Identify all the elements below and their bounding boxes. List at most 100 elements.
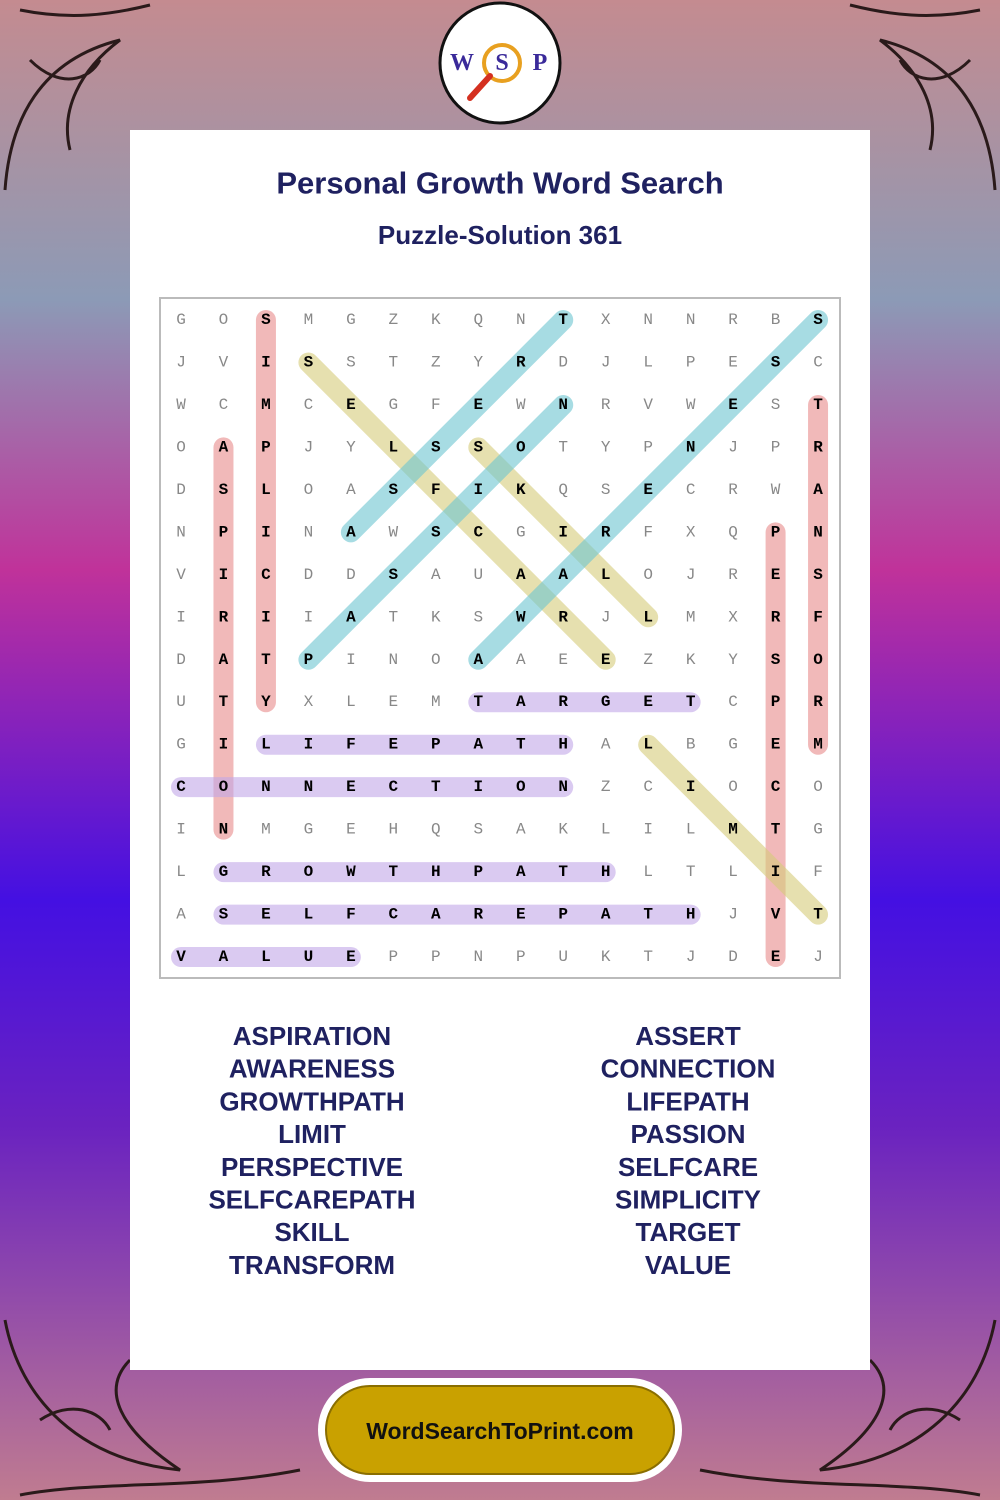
answer-letter: I — [261, 608, 271, 626]
answer-letter: R — [813, 438, 823, 456]
highlight — [298, 394, 574, 670]
answer-letter: S — [771, 353, 781, 371]
letter: Q — [728, 523, 738, 541]
word: TARGET — [636, 1217, 741, 1247]
answer-letter: P — [219, 523, 229, 541]
letter: R — [601, 396, 611, 414]
letter: V — [643, 396, 653, 414]
letter: C — [304, 396, 314, 414]
letter: G — [516, 523, 526, 541]
word: AWARENESS — [229, 1054, 395, 1084]
letter: N — [643, 311, 653, 329]
answer-letter: I — [473, 778, 483, 796]
answer-letter: S — [771, 651, 781, 669]
letter: S — [473, 821, 483, 839]
answer-letter: P — [771, 693, 781, 711]
letter: R — [728, 311, 738, 329]
answer-letter: A — [219, 651, 229, 669]
letter: J — [686, 948, 696, 966]
answer-letter: T — [686, 693, 696, 711]
letter: T — [643, 948, 653, 966]
word: LIMIT — [278, 1119, 346, 1149]
answer-letter: O — [813, 651, 823, 669]
answer-letter: U — [304, 948, 314, 966]
letter: J — [601, 608, 611, 626]
answer-letter: N — [813, 523, 823, 541]
answer-letter: A — [431, 906, 441, 924]
answer-letter: T — [813, 396, 823, 414]
answer-letter: I — [686, 778, 696, 796]
answer-letter: Y — [261, 693, 271, 711]
answer-letter: C — [176, 778, 186, 796]
answer-letter: A — [516, 863, 526, 881]
letter: A — [601, 736, 611, 754]
letter: G — [176, 736, 186, 754]
title: Personal Growth Word Search — [276, 166, 723, 201]
answer-letter: F — [346, 906, 356, 924]
letter: M — [261, 821, 271, 839]
answer-letter: C — [389, 906, 399, 924]
answer-letter: L — [643, 608, 653, 626]
answer-letter: A — [601, 906, 611, 924]
letter: W — [516, 396, 526, 414]
letter: O — [643, 566, 653, 584]
answer-letter: A — [346, 523, 356, 541]
answer-letter: S — [389, 566, 399, 584]
letter: A — [431, 566, 441, 584]
answer-letter: C — [261, 566, 271, 584]
letter: X — [601, 311, 611, 329]
answer-letter: H — [686, 906, 696, 924]
letter: X — [728, 608, 738, 626]
answer-letter: R — [516, 353, 526, 371]
footer-site: WordSearchToPrint.com — [366, 1418, 634, 1444]
letter: B — [771, 311, 781, 329]
letter: D — [304, 566, 314, 584]
answer-letter: N — [304, 778, 314, 796]
answer-letter: C — [771, 778, 781, 796]
answer-letter: T — [431, 778, 441, 796]
letter: J — [728, 438, 738, 456]
answer-letter: S — [813, 311, 823, 329]
answer-letter: T — [813, 906, 823, 924]
answer-letter: S — [431, 438, 441, 456]
letter: N — [686, 311, 696, 329]
logo-letter: P — [533, 50, 548, 76]
answer-letter: W — [516, 608, 526, 626]
letter: K — [686, 651, 696, 669]
letter: D — [176, 481, 186, 499]
letter: P — [389, 948, 399, 966]
answer-letter: P — [304, 651, 314, 669]
letter: O — [431, 651, 441, 669]
letter: C — [686, 481, 696, 499]
answer-letter: T — [558, 863, 568, 881]
letter: X — [304, 693, 314, 711]
answer-letter: O — [304, 863, 314, 881]
answer-letter: P — [431, 736, 441, 754]
answer-letter: L — [261, 481, 271, 499]
letter: S — [346, 353, 356, 371]
letter: Z — [643, 651, 653, 669]
letter: L — [728, 863, 738, 881]
word: SELFCARE — [618, 1152, 758, 1182]
answer-letter: S — [304, 353, 314, 371]
letter: K — [431, 311, 441, 329]
answer-letter: P — [261, 438, 271, 456]
answer-letter: I — [219, 566, 229, 584]
answer-letter: T — [558, 311, 568, 329]
letter: P — [516, 948, 526, 966]
answer-letter: A — [219, 948, 229, 966]
answer-letter: T — [771, 821, 781, 839]
letter: S — [473, 608, 483, 626]
letter: C — [643, 778, 653, 796]
letter: L — [346, 693, 356, 711]
letter: G — [304, 821, 314, 839]
answer-letter: I — [558, 523, 568, 541]
word: PASSION — [630, 1119, 745, 1149]
answer-letter: I — [771, 863, 781, 881]
letter: X — [686, 523, 696, 541]
footer-button[interactable] — [325, 1385, 675, 1475]
letter: C — [728, 693, 738, 711]
letter: D — [346, 566, 356, 584]
word: ASPIRATION — [233, 1021, 391, 1051]
